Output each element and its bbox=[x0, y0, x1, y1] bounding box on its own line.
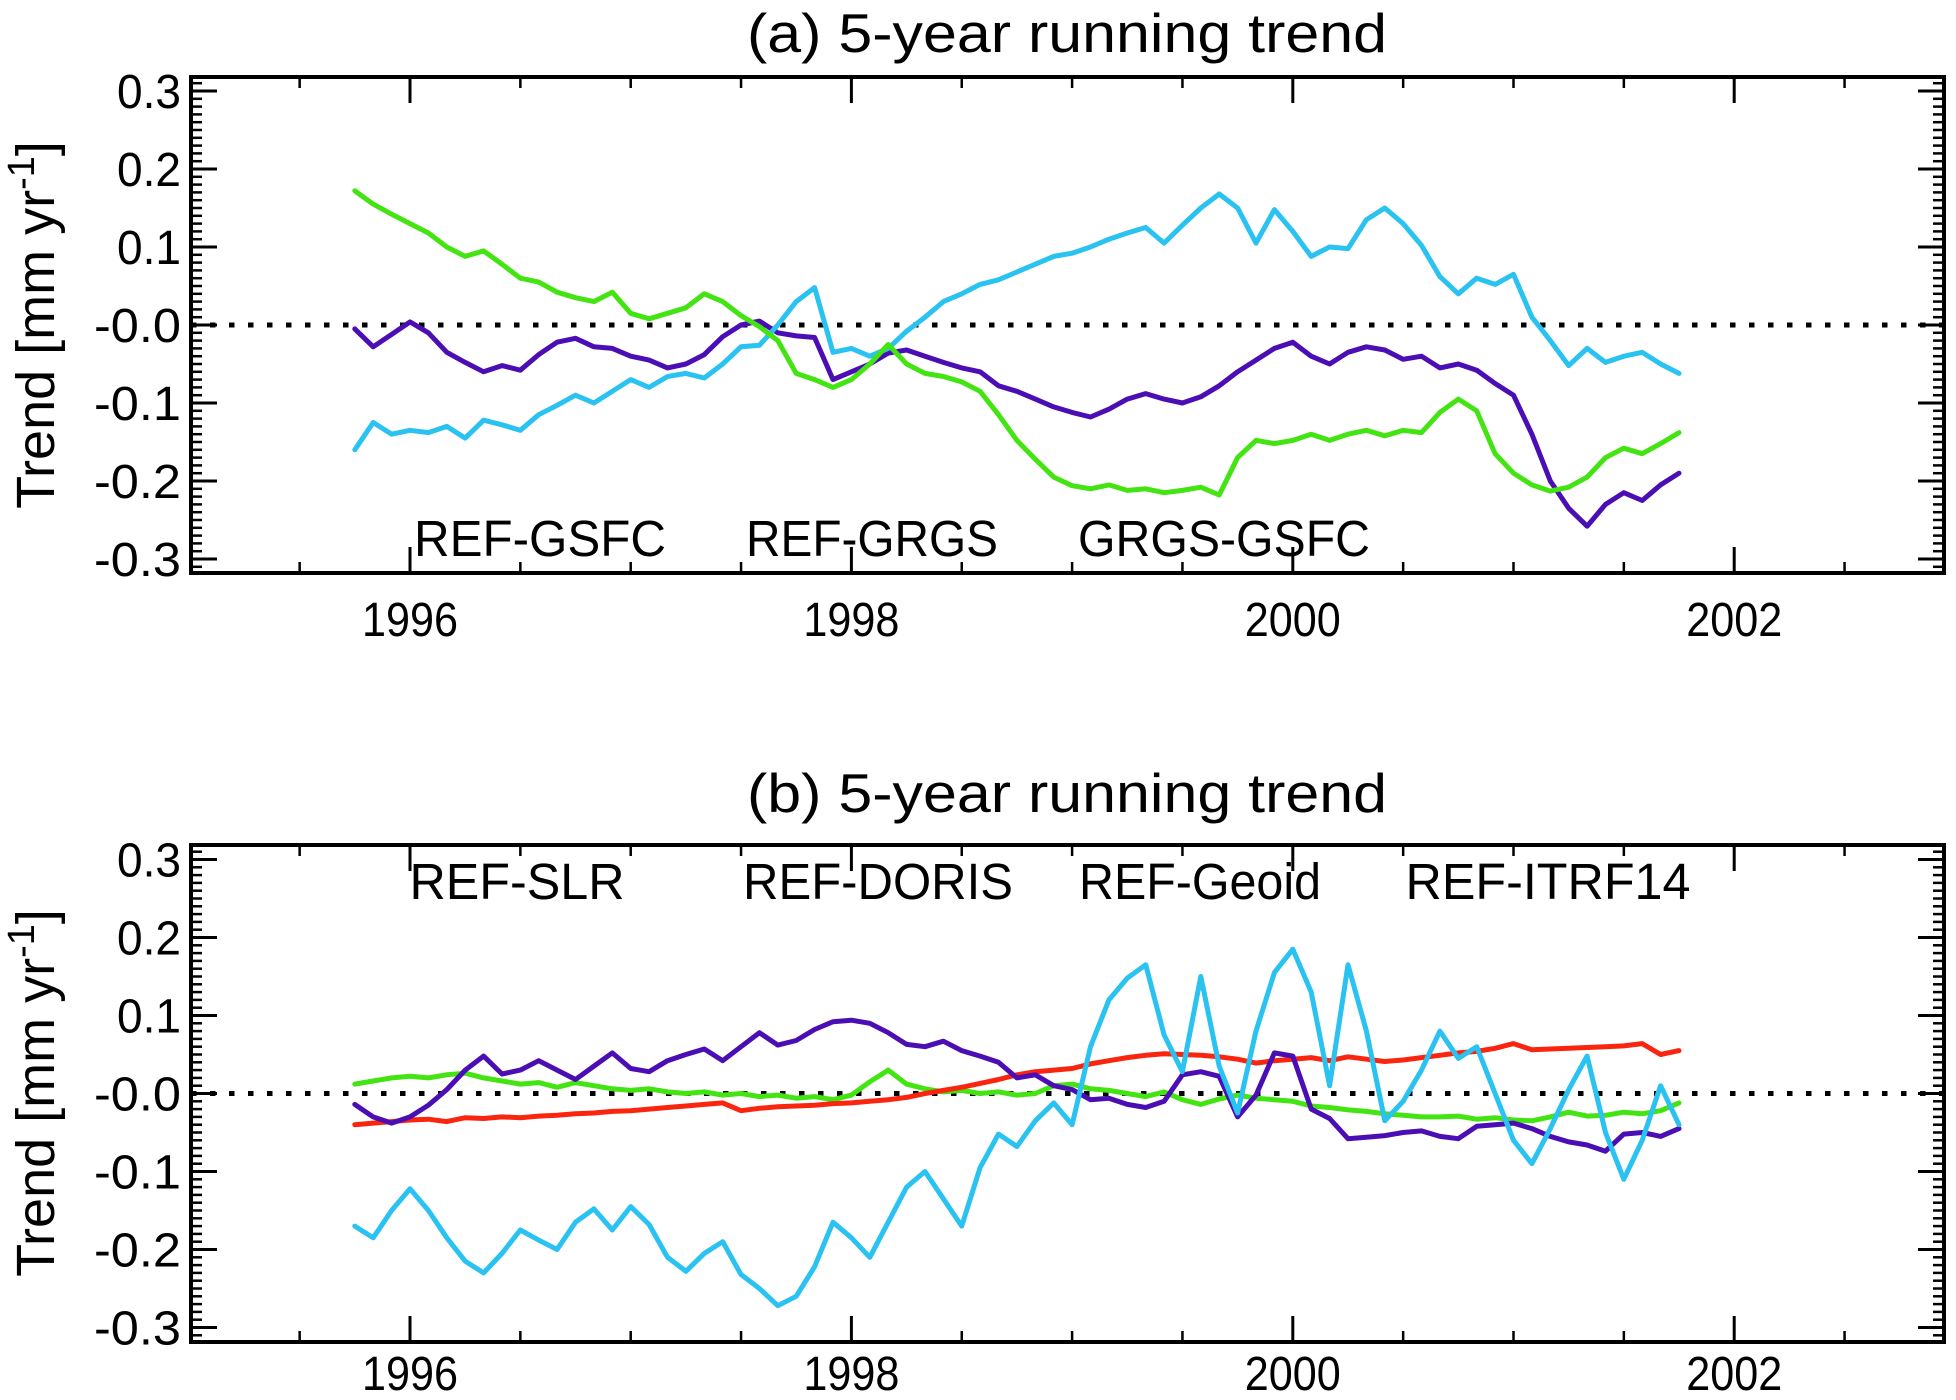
chart-b-y-axis-label: Trend [mm yr-1] bbox=[1, 909, 66, 1277]
x-tick-label: 1998 bbox=[803, 594, 899, 647]
legend-ref-grgs: REF-GRGS bbox=[746, 510, 998, 567]
legend-ref-geoid: REF-Geoid bbox=[1079, 853, 1321, 910]
x-tick-label: 1998 bbox=[803, 1348, 899, 1400]
y-tick-label: -0.0 bbox=[94, 1069, 181, 1122]
y-tick-label: -0.3 bbox=[94, 534, 181, 587]
chart-a-plot-area: 1996 1998 2000 2002 0.3 0.2 0.1 -0.0 -0.1 -0.2 -0.… bbox=[94, 66, 1946, 647]
y-tick-label: -0.0 bbox=[94, 300, 181, 353]
x-tick-label: 2000 bbox=[1245, 1348, 1341, 1400]
y-axis-label-text: Trend [mm yr bbox=[6, 958, 66, 1277]
y-tick-label: 0.2 bbox=[117, 913, 181, 966]
x-tick-label: 1996 bbox=[362, 594, 458, 647]
y-axis-label-close: ] bbox=[6, 141, 66, 156]
chart-a-title: (a) 5-year running trend bbox=[747, 2, 1387, 64]
series-line-REF-GSFC bbox=[352, 318, 1682, 529]
x-tick-label: 2002 bbox=[1686, 594, 1782, 647]
legend-ref-gsfc: REF-GSFC bbox=[414, 510, 666, 567]
y-axis-label-text: Trend [mm yr bbox=[6, 190, 66, 509]
legend-ref-doris: REF-DORIS bbox=[743, 853, 1013, 910]
y-tick-label: -0.1 bbox=[94, 1147, 181, 1200]
chart-b-title: (b) 5-year running trend bbox=[747, 762, 1387, 824]
y-tick-label: 0.1 bbox=[117, 222, 181, 275]
y-tick-label: -0.3 bbox=[94, 1303, 181, 1356]
x-tick-label: 1996 bbox=[362, 1348, 458, 1400]
y-tick-label: -0.2 bbox=[94, 456, 181, 509]
x-tick-label: 2002 bbox=[1686, 1348, 1782, 1400]
y-tick-label: 0.2 bbox=[117, 144, 181, 197]
y-axis-label-close: ] bbox=[6, 909, 66, 924]
series-line-GRGS-GSFC bbox=[352, 188, 1682, 498]
y-tick-label: -0.2 bbox=[94, 1225, 181, 1278]
y-axis-label-superscript: -1 bbox=[1, 924, 43, 958]
y-tick-label: 0.3 bbox=[117, 835, 181, 888]
legend-grgs-gsfc: GRGS-GSFC bbox=[1078, 510, 1370, 567]
legend-ref-slr: REF-SLR bbox=[410, 853, 625, 910]
series-line-REF-Geoid bbox=[352, 1067, 1682, 1124]
svg-text:Trend [mm yr-1]: Trend [mm yr-1] bbox=[1, 141, 66, 509]
chart-b-plot-area: 1996 1998 2000 2002 0.3 0.2 0.1 -0.0 -0.1 -0.2 -0.… bbox=[94, 835, 1946, 1400]
x-tick-label: 2000 bbox=[1245, 594, 1341, 647]
series-line-REF-SLR bbox=[352, 1017, 1682, 1154]
axes-frame bbox=[189, 75, 1946, 575]
y-tick-label: 0.3 bbox=[117, 66, 181, 119]
svg-text:Trend [mm yr-1]: Trend [mm yr-1] bbox=[1, 909, 66, 1277]
y-tick-label: 0.1 bbox=[117, 991, 181, 1044]
chart-a-y-axis-label: Trend [mm yr-1] bbox=[1, 141, 66, 509]
axes-frame bbox=[189, 843, 1946, 1344]
legend-ref-itrf14: REF-ITRF14 bbox=[1406, 853, 1691, 910]
y-axis-label-superscript: -1 bbox=[1, 156, 43, 190]
series-line-REF-GRGS bbox=[352, 191, 1682, 453]
series-line-REF-DORIS bbox=[352, 946, 1682, 1309]
y-tick-label: -0.1 bbox=[94, 378, 181, 431]
